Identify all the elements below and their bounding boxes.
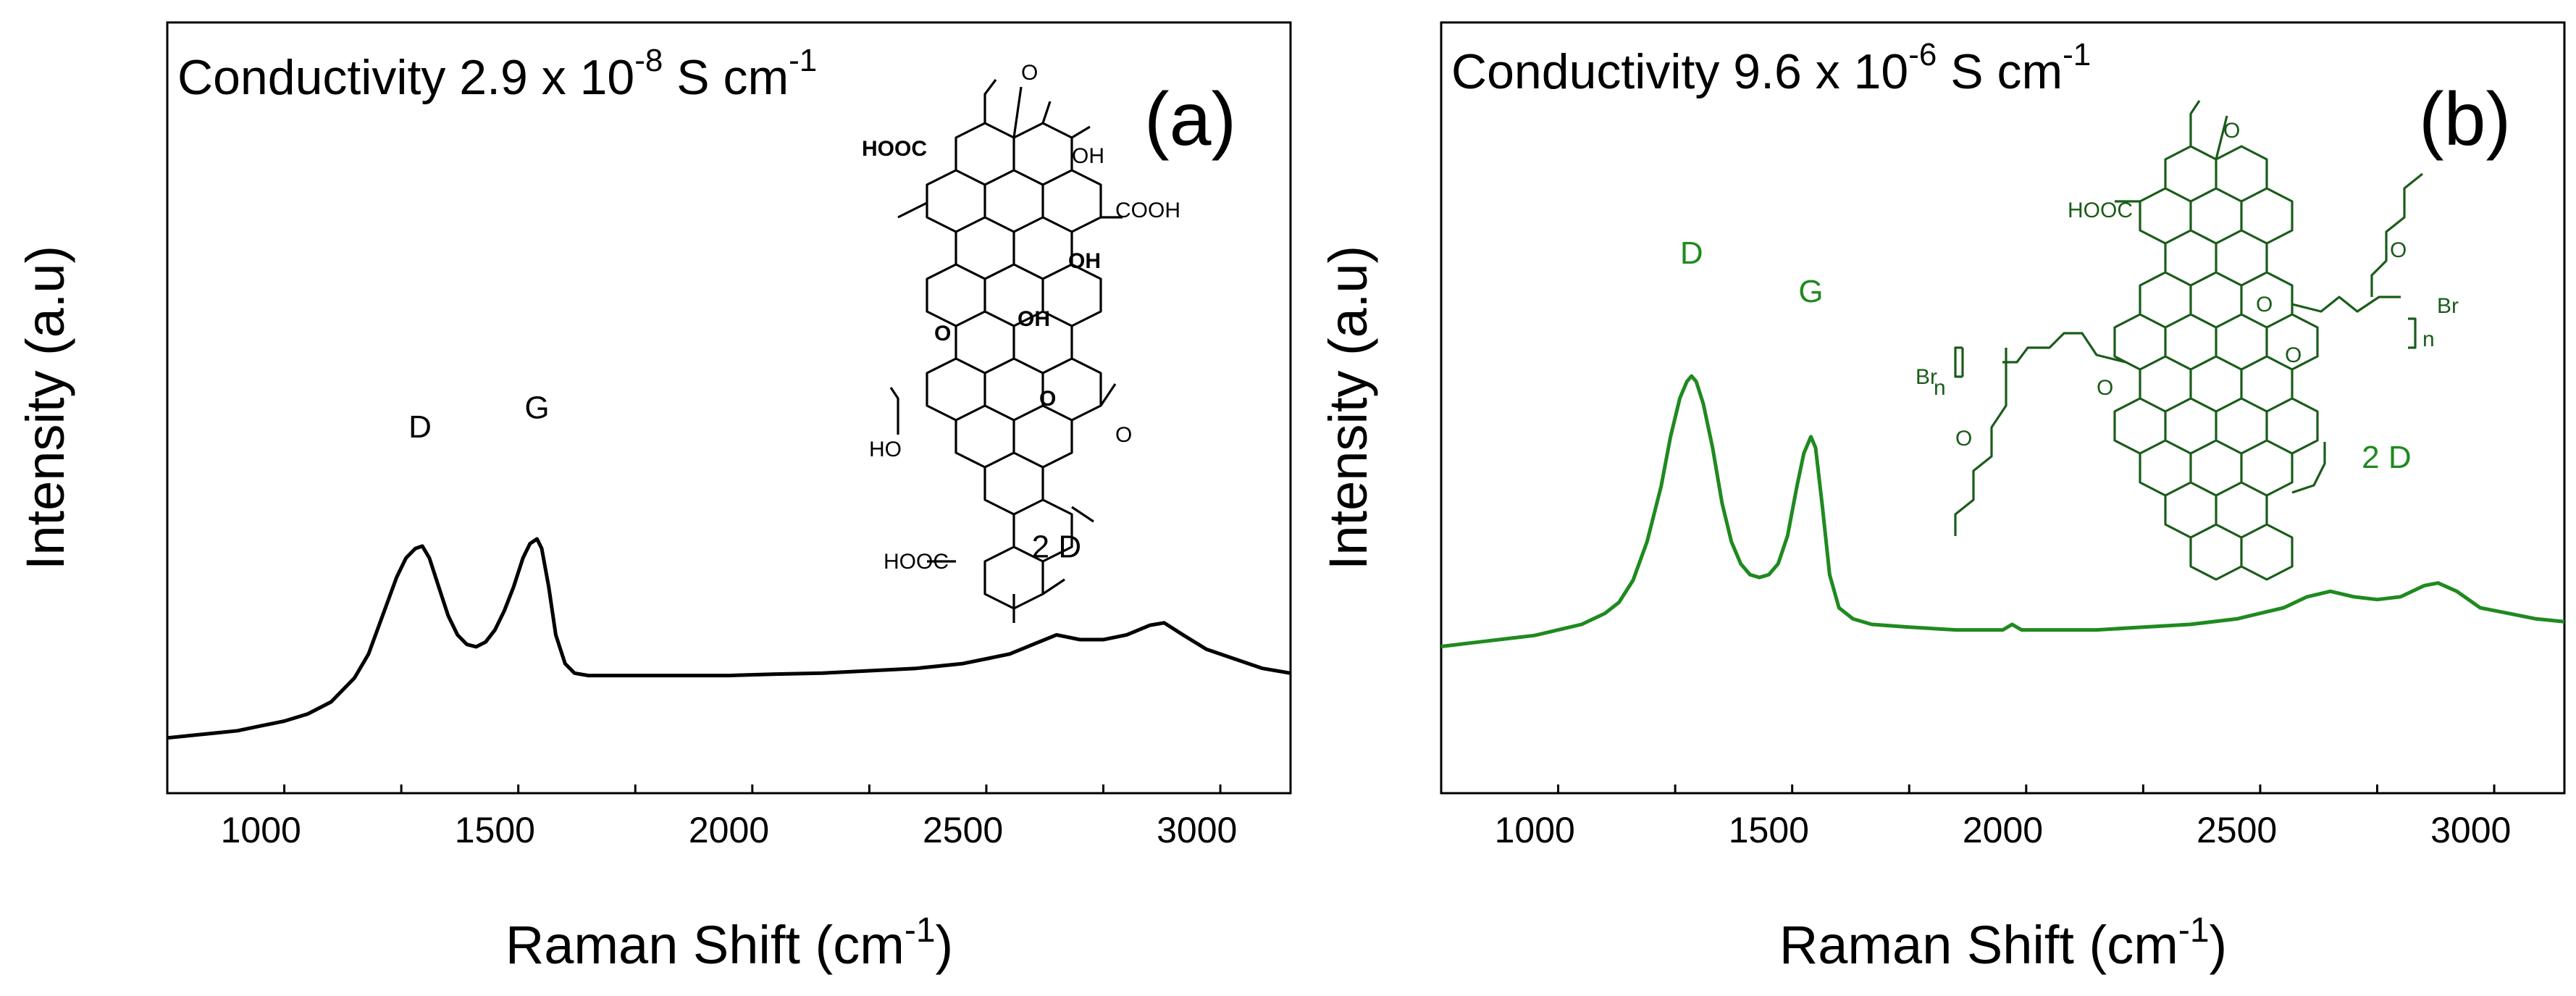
svg-text:O: O <box>1021 61 1038 85</box>
plot-frame-a <box>166 21 1292 795</box>
svg-text:n: n <box>1934 376 1946 400</box>
peak-label-d: D <box>408 409 432 445</box>
svg-text:OH: OH <box>1068 249 1101 273</box>
svg-text:HOOC: HOOC <box>2068 198 2133 222</box>
peak-label-g: G <box>524 390 549 425</box>
peak-labels-a: DG2 D <box>408 390 1081 564</box>
y-axis-title-a: Intensity (a.u) <box>15 246 75 570</box>
svg-text:O: O <box>1115 423 1132 447</box>
x-tick-label: 3000 <box>2430 810 2511 850</box>
x-tick-label: 1000 <box>1495 810 1575 850</box>
svg-text:n: n <box>2422 327 2435 351</box>
x-tick-label: 2000 <box>689 810 769 850</box>
molecule-labels-a: HOOC OH COOH OH OH O O O O HO HOOC <box>862 61 1180 574</box>
x-tick-label: 3000 <box>1157 810 1237 850</box>
x-tick-label: 1000 <box>221 810 301 850</box>
conductivity-annotation-a: Conductivity 2.9 x 10-8 S cm-1 <box>177 43 817 105</box>
panel-a: 1000 1500 2000 2500 3000 DG2 D Conductivity … <box>15 21 1292 975</box>
molecule-labels-b: HOOC O O O Br O O O Br n n <box>1916 119 2459 451</box>
series-a <box>167 537 1291 740</box>
svg-text:O: O <box>934 322 951 346</box>
series-b <box>1440 374 2565 648</box>
svg-text:O: O <box>2390 238 2407 262</box>
y-axis-title-b: Intensity (a.u) <box>1318 246 1378 570</box>
x-axis-title-b: Raman Shift (cm-1) <box>1779 911 2227 975</box>
graphene-oxide-structure-a <box>889 79 1123 623</box>
svg-text:O: O <box>2256 293 2273 317</box>
peak-label-g: G <box>1798 274 1823 309</box>
panel-label-b: (b) <box>2419 78 2511 162</box>
svg-text:Br: Br <box>1916 365 1937 389</box>
x-ticks-b: 1000 1500 2000 2500 3000 <box>1440 784 2511 850</box>
svg-text:O: O <box>1955 427 1972 451</box>
x-ticks-a: 1000 1500 2000 2500 3000 <box>166 784 1237 850</box>
grafted-graphene-structure-b <box>1954 100 2423 581</box>
svg-text:OH: OH <box>1018 307 1050 331</box>
svg-text:Br: Br <box>2437 294 2459 318</box>
svg-text:HOOC: HOOC <box>884 550 949 574</box>
x-tick-label: 2500 <box>923 810 1003 850</box>
panel-label-a: (a) <box>1144 78 1236 162</box>
x-tick-label: 2500 <box>2197 810 2277 850</box>
panel-b: 1000 1500 2000 2500 3000 D G 2 D Conductivity … <box>1318 21 2566 975</box>
svg-text:O: O <box>2097 376 2113 400</box>
svg-text:OH: OH <box>1072 144 1104 168</box>
svg-text:O: O <box>2223 119 2240 143</box>
peak-labels-b: D G 2 D <box>1680 235 2412 475</box>
peak-label-2d: 2 D <box>2362 440 2411 475</box>
x-axis-title-a: Raman Shift (cm-1) <box>505 911 953 975</box>
plot-frame-b <box>1440 21 2566 795</box>
raman-spectrum-line <box>1440 374 2565 648</box>
x-tick-label: 1500 <box>1729 810 1809 850</box>
svg-text:O: O <box>2285 343 2302 367</box>
svg-text:HO: HO <box>869 438 902 461</box>
x-tick-label: 2000 <box>1963 810 2043 850</box>
peak-label-d: D <box>1680 235 1703 271</box>
svg-text:HOOC: HOOC <box>862 137 927 161</box>
raman-spectrum-line <box>167 537 1291 740</box>
svg-text:COOH: COOH <box>1115 198 1180 222</box>
conductivity-annotation-b: Conductivity 9.6 x 10-6 S cm-1 <box>1451 37 2091 99</box>
x-tick-label: 1500 <box>455 810 535 850</box>
svg-text:O: O <box>1039 387 1056 411</box>
